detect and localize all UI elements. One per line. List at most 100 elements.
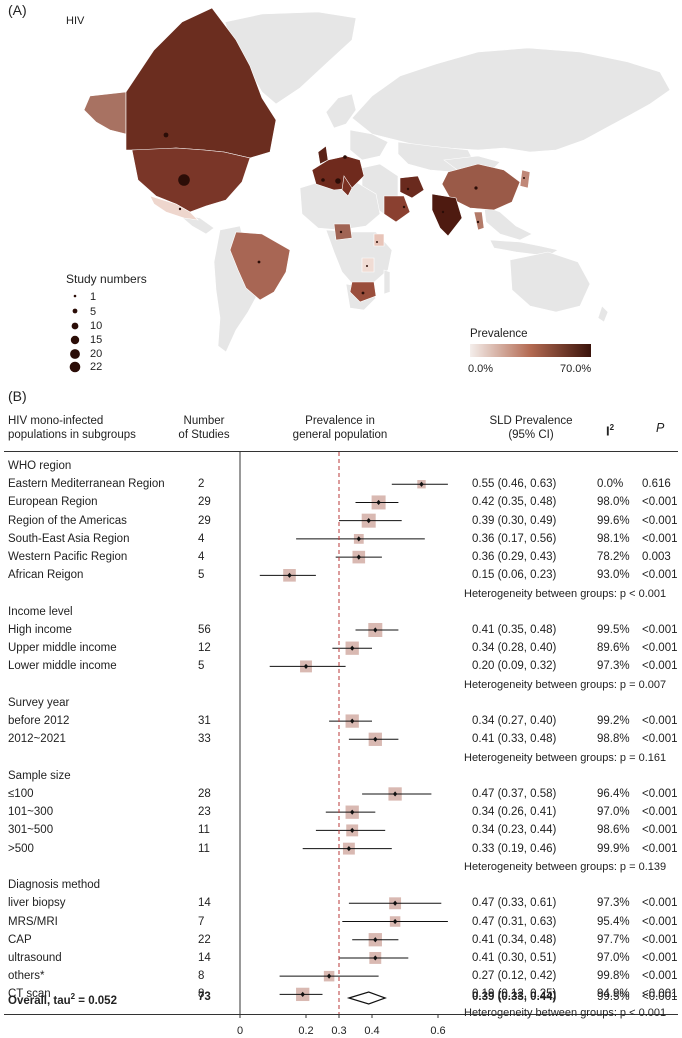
legend-label: 22: [90, 361, 103, 373]
row-ci: 0.47 (0.31, 0.63): [472, 915, 557, 928]
x-tick-label: 0.4: [364, 1025, 379, 1037]
dot-europe-1: [321, 178, 325, 182]
row-i2: 98.0%: [597, 496, 630, 509]
row-study-count: 7: [198, 915, 205, 928]
row-label: liver biopsy: [8, 897, 66, 910]
dot-east-africa: [376, 241, 378, 243]
map-title: HIV: [66, 15, 85, 27]
row-i2: 98.8%: [597, 733, 630, 746]
legend-title: Study numbers: [66, 272, 147, 286]
heterogeneity-label: Heterogeneity between groups: p = 0.161: [464, 751, 667, 764]
legend-dot-20: [70, 349, 80, 359]
row-ci: 0.41 (0.33, 0.48): [472, 733, 557, 746]
row-p: <0.001: [642, 733, 678, 746]
row-label: MRS/MRI: [8, 915, 58, 928]
row-study-count: 4: [198, 532, 205, 545]
group-label: Diagnosis method: [8, 879, 101, 892]
australia: [509, 251, 591, 313]
central-america: [176, 213, 215, 235]
row-p: <0.001: [642, 842, 678, 855]
legend-dot-1: [73, 294, 77, 298]
row-study-count: 23: [198, 806, 211, 819]
row-p: <0.001: [642, 806, 678, 819]
row-label: Lower middle income: [8, 660, 117, 673]
row-i2: 96.4%: [597, 787, 630, 800]
point-estimate: [373, 955, 378, 961]
point-estimate: [356, 536, 361, 542]
heterogeneity-label: Heterogeneity between groups: p < 0.001: [464, 1006, 667, 1019]
dot-india: [441, 210, 445, 214]
row-label: 101~300: [8, 806, 54, 819]
row-i2: 99.2%: [597, 715, 630, 728]
point-estimate: [376, 499, 381, 506]
row-ci: 0.34 (0.26, 0.41): [472, 806, 557, 819]
row-i2: 78.2%: [597, 551, 630, 564]
row-label: others*: [8, 970, 45, 983]
usa: [131, 147, 251, 213]
row-ci: 0.34 (0.28, 0.40): [472, 642, 557, 655]
india: [431, 193, 463, 237]
indonesia: [489, 239, 559, 257]
row-ci: 0.36 (0.29, 0.43): [472, 551, 557, 564]
point-estimate: [300, 991, 305, 997]
header-studies: Number of Studies: [178, 415, 230, 441]
japan: [519, 169, 531, 189]
prevalence-colorbar: [470, 344, 591, 357]
legend-dot-15: [70, 335, 80, 345]
dot-canada: [163, 132, 169, 138]
southeast-asia: [483, 205, 533, 241]
x-tick-label: 0.2: [298, 1025, 313, 1037]
legend-dots: [69, 294, 81, 373]
header-p: P: [656, 421, 665, 435]
point-estimate: [326, 973, 332, 979]
header-populations: HIV mono-infected populations in subgrou…: [8, 415, 136, 441]
land-with-data: [83, 7, 531, 303]
world-map: [83, 7, 671, 357]
point-estimate: [350, 827, 355, 833]
east-africa: [373, 233, 385, 247]
saudi-arabia: [383, 195, 411, 223]
row-study-count: 14: [198, 897, 211, 910]
row-label: ≤100: [8, 787, 34, 800]
x-tick-label: 0: [237, 1025, 243, 1037]
dot-europe-3: [335, 178, 341, 184]
prevalence-min: 0.0%: [468, 363, 494, 375]
overall-diamond: [346, 991, 387, 1005]
row-i2: 93.0%: [597, 569, 630, 582]
row-ci: 0.19 (0.12, 0.25): [472, 988, 557, 1001]
uk: [317, 145, 329, 165]
row-i2: 0.0%: [597, 478, 624, 491]
new-zealand: [597, 305, 609, 323]
row-label: Western Pacific Region: [8, 551, 128, 564]
point-estimate: [373, 627, 378, 633]
panel-b-label: (B): [8, 388, 27, 404]
point-estimate: [419, 481, 424, 487]
point-estimate: [346, 846, 352, 852]
panel-a-label: (A): [8, 2, 27, 18]
dot-brazil: [257, 260, 261, 264]
row-i2: 97.3%: [597, 660, 630, 673]
study-dots: [163, 132, 525, 295]
madagascar: [383, 269, 391, 295]
dot-nigeria: [339, 230, 343, 234]
row-p: <0.001: [642, 569, 678, 582]
eastern-europe: [349, 129, 389, 161]
row-ci: 0.27 (0.12, 0.42): [472, 970, 557, 983]
overall-ci: 0.39 (0.33, 0.44): [472, 991, 557, 1003]
dot-usa: [178, 174, 190, 186]
legend-dot-22: [69, 361, 81, 373]
row-ci: 0.41 (0.30, 0.51): [472, 951, 557, 964]
row-ci: 0.55 (0.46, 0.63): [472, 478, 557, 491]
row-study-count: 22: [198, 933, 211, 946]
thailand: [473, 211, 485, 231]
row-p: <0.001: [642, 623, 678, 636]
brazil: [229, 231, 291, 301]
row-study-count: 5: [198, 660, 205, 673]
row-i2: 99.5%: [597, 623, 630, 636]
header-sld: SLD Prevalence (95% CI): [489, 415, 573, 441]
row-i2: 97.0%: [597, 951, 630, 964]
prevalence-max: 70.0%: [560, 363, 592, 375]
row-p: <0.001: [642, 496, 678, 509]
point-estimate: [373, 937, 378, 943]
nigeria: [333, 223, 353, 241]
